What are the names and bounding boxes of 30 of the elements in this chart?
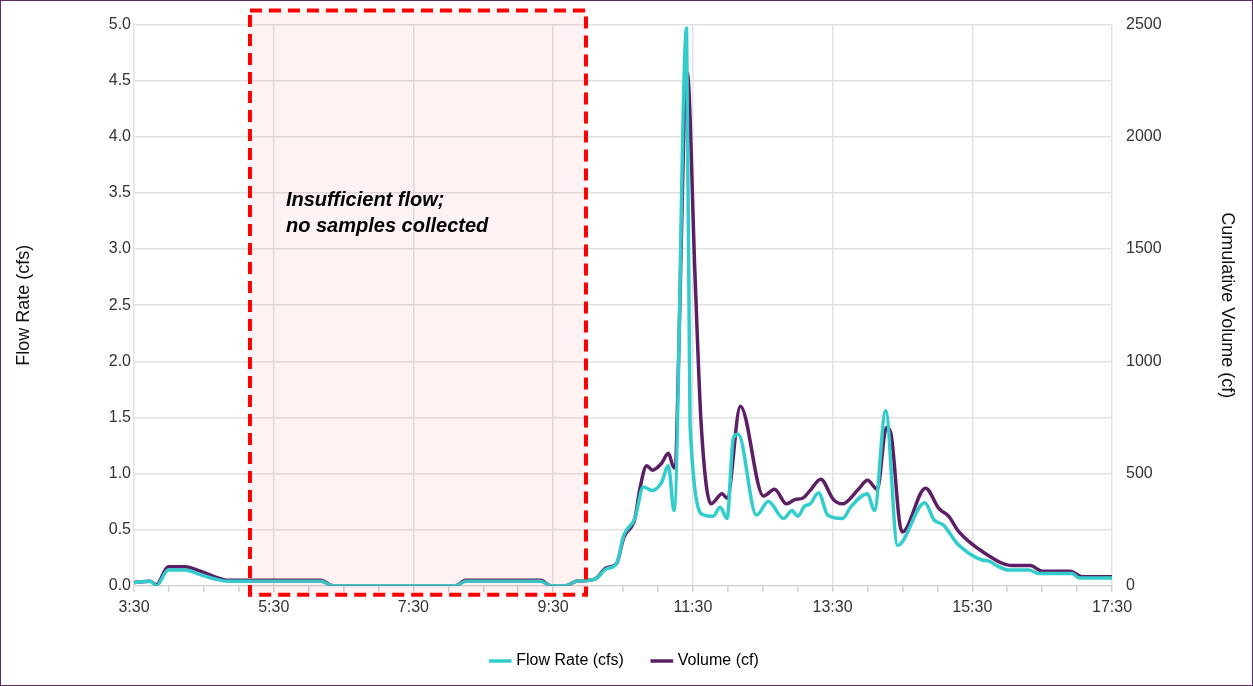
legend-label: Flow Rate (cfs) — [516, 651, 624, 669]
y2-tick-label: 2500 — [1126, 15, 1162, 33]
x-tick-label: 5:30 — [258, 597, 290, 615]
y2-tick-label: 1500 — [1126, 239, 1162, 257]
y2-tick-label: 500 — [1126, 463, 1153, 481]
x-tick-label: 13:30 — [812, 597, 853, 615]
y-tick-label: 1.0 — [108, 463, 132, 481]
y2-axis-title: Cumulative Volume (cf) — [1218, 212, 1239, 399]
y-tick-label: 4.0 — [108, 127, 132, 145]
y-axis-title: Flow Rate (cfs) — [12, 244, 33, 366]
y2-tick-label: 2000 — [1126, 127, 1162, 145]
x-tick-label: 3:30 — [118, 597, 150, 615]
y-tick-label: 4.5 — [108, 71, 132, 89]
x-tick-label: 17:30 — [1091, 597, 1133, 615]
x-tick-label: 15:30 — [952, 597, 993, 615]
x-tick-label: 7:30 — [397, 597, 430, 615]
y-tick-label: 2.5 — [108, 295, 132, 313]
y-tick-label: 5.0 — [108, 15, 132, 33]
y2-tick-label: 1000 — [1126, 351, 1162, 369]
y-tick-label: 3.5 — [108, 183, 132, 201]
y-tick-label: 0.5 — [108, 520, 132, 538]
band-label: Insufficient flow; no samples collected — [285, 187, 490, 236]
y-tick-label: 2.0 — [108, 351, 132, 369]
y2-tick-label: 0 — [1126, 576, 1135, 594]
x-tick-label: 11:30 — [673, 597, 713, 615]
y-tick-label: 1.5 — [108, 407, 132, 425]
x-tick-label: 9:30 — [537, 597, 569, 615]
legend-label: Volume (cf) — [677, 651, 759, 669]
y-tick-label: 3.0 — [108, 239, 132, 257]
y-tick-label: 0.0 — [108, 576, 132, 594]
